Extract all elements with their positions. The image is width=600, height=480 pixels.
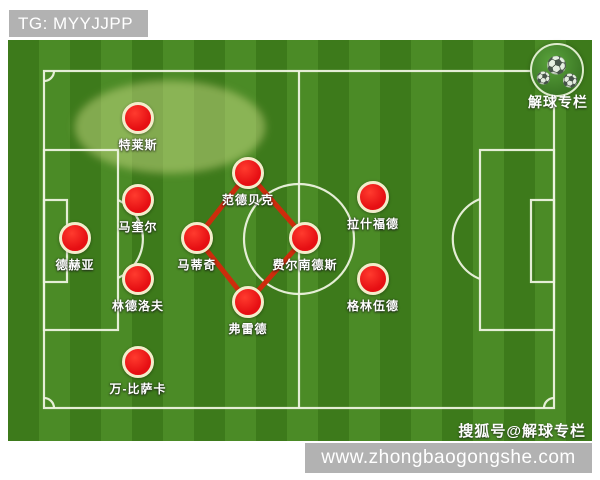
- player-label-fernandes: 费尔南德斯: [272, 258, 338, 272]
- player-label-fred: 弗雷德: [228, 322, 268, 336]
- player-marker-rashford: [357, 181, 389, 213]
- player-marker-greenwood: [357, 263, 389, 295]
- player-marker-matic: [181, 222, 213, 254]
- player-label-lindelof: 林德洛夫: [111, 299, 165, 313]
- player-marker-lindelof: [122, 263, 154, 295]
- player-label-degea: 德赫亚: [55, 258, 95, 272]
- player-label-telles: 特莱斯: [118, 138, 158, 152]
- player-marker-maguire: [122, 184, 154, 216]
- player-marker-vandebeek: [232, 157, 264, 189]
- soccer-ball-icon: ⚽: [546, 56, 568, 75]
- player-label-matic: 马蒂奇: [177, 258, 217, 272]
- player-label-wanbissaka: 万-比萨卡: [109, 382, 167, 396]
- player-label-greenwood: 格林伍德: [346, 299, 400, 313]
- player-label-maguire: 马奎尔: [118, 220, 158, 234]
- player-marker-wanbissaka: [122, 346, 154, 378]
- soccer-ball-icon: ⚽: [536, 71, 551, 85]
- soccer-ball-icon: ⚽: [562, 73, 579, 88]
- player-marker-fred: [232, 286, 264, 318]
- channel-logo-label: 解球专栏: [528, 94, 588, 110]
- sohu-watermark: 搜狐号@解球专栏: [458, 423, 586, 440]
- player-marker-telles: [122, 102, 154, 134]
- tg-watermark: TG: MYYJJPP: [9, 10, 148, 37]
- player-marker-fernandes: [289, 222, 321, 254]
- player-label-vandebeek: 范德贝克: [221, 193, 275, 207]
- player-marker-degea: [59, 222, 91, 254]
- channel-logo: ⚽ ⚽ ⚽: [530, 43, 584, 97]
- site-url-bar: www.zhongbaogongshe.com: [305, 443, 592, 473]
- player-label-rashford: 拉什福德: [346, 217, 400, 231]
